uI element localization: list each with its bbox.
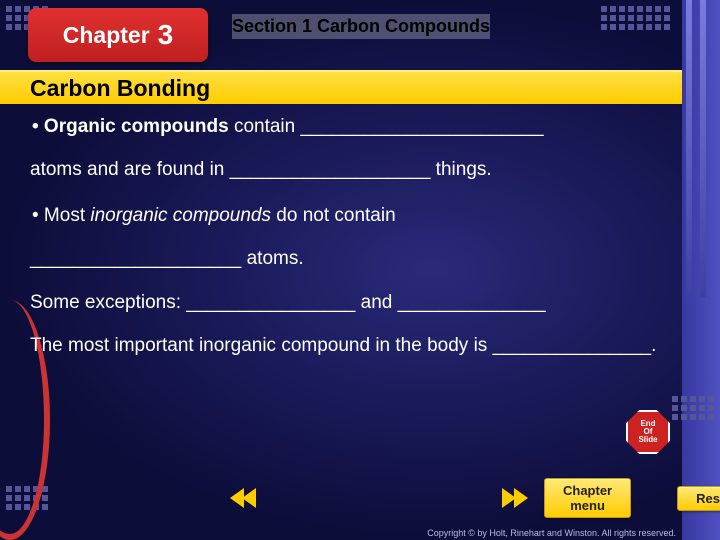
arrow-right-icon — [514, 488, 528, 508]
slide-heading: Carbon Bonding — [30, 72, 682, 104]
chapter-tab: Chapter 3 — [28, 8, 208, 62]
bullet-1: • Organic compounds contain ____________… — [32, 114, 662, 141]
section-prefix: Section 1 — [232, 16, 317, 36]
decor-dots-tr — [601, 6, 670, 30]
section-title: Carbon Compounds — [317, 16, 490, 36]
slide: Chapter 3 Section 1 Carbon Compounds Car… — [0, 0, 720, 540]
nav-prev[interactable] — [230, 488, 256, 508]
chapter-menu-button[interactable]: Chapter menu — [544, 478, 631, 518]
bullet-2: • Most inorganic compounds do not contai… — [32, 203, 662, 230]
chapter-number: 3 — [158, 19, 174, 51]
stop-l3: Slide — [638, 436, 657, 444]
stop-sign-icon: End Of Slide — [626, 410, 670, 454]
line-5: Some exceptions: ________________ and __… — [30, 290, 662, 317]
decor-dots-br — [672, 396, 714, 420]
nav-bar: Chapter menu Resources — [0, 478, 720, 518]
slide-content: • Organic compounds contain ____________… — [30, 114, 662, 376]
line-4: ____________________ atoms. — [30, 246, 662, 273]
arrow-left-icon — [242, 488, 256, 508]
line-2: atoms and are found in _________________… — [30, 157, 662, 184]
copyright-text: Copyright © by Holt, Rinehart and Winsto… — [427, 528, 676, 538]
right-decor-stripe — [682, 0, 720, 540]
chapter-label: Chapter — [63, 22, 150, 49]
title-bar: Carbon Bonding — [0, 70, 682, 104]
section-label: Section 1 Carbon Compounds — [232, 14, 490, 39]
resources-button[interactable]: Resources — [677, 486, 720, 511]
line-6: The most important inorganic compound in… — [30, 333, 662, 360]
nav-next[interactable] — [502, 488, 528, 508]
